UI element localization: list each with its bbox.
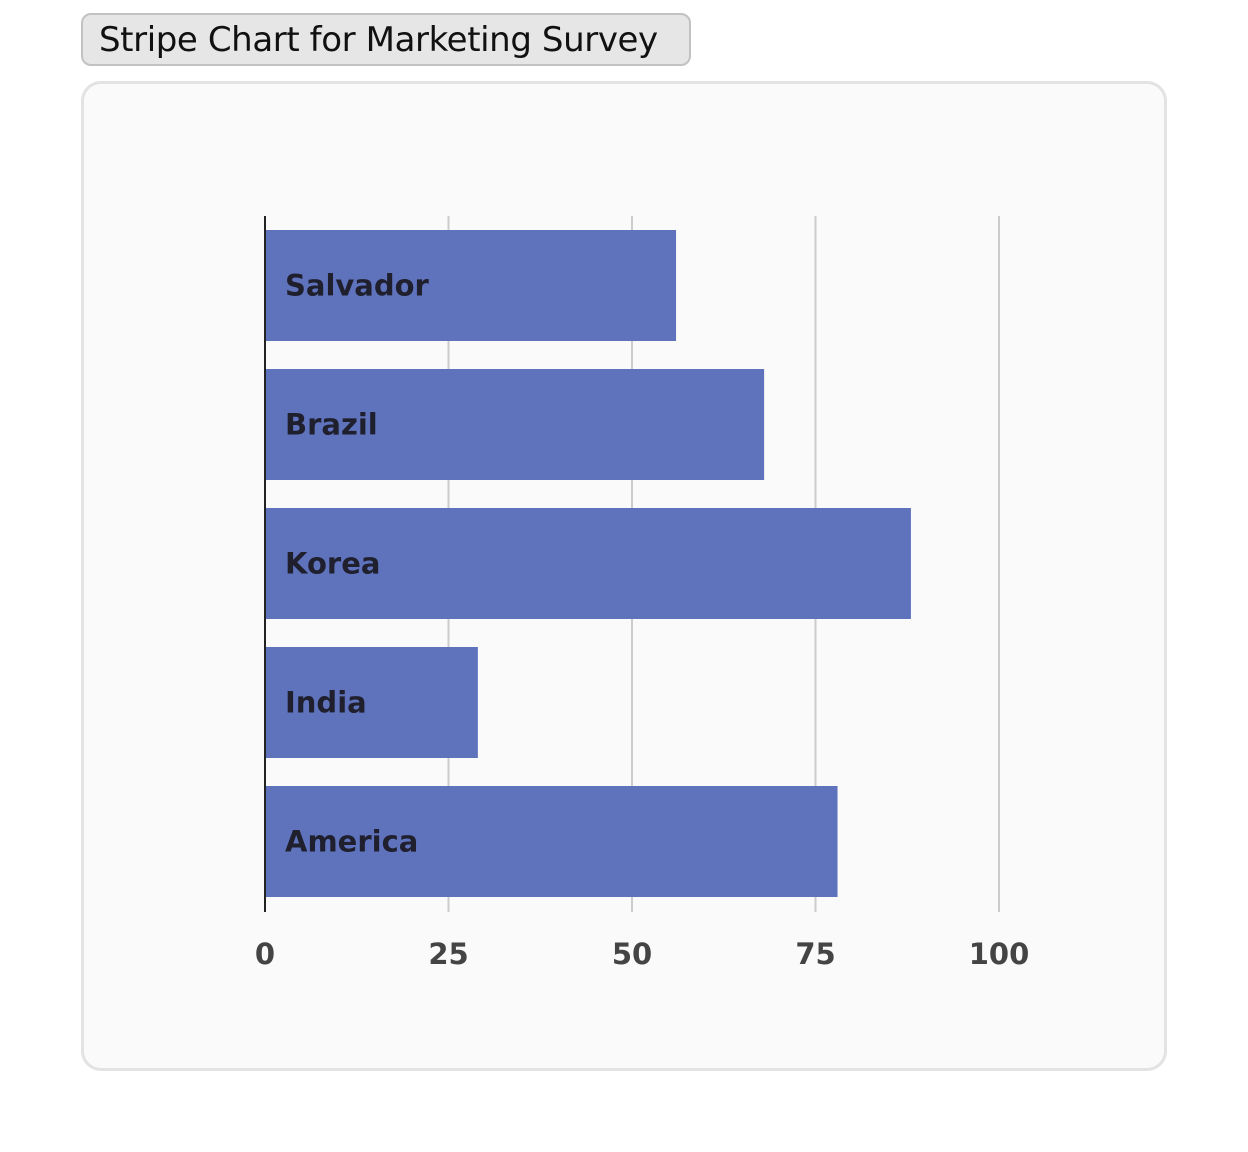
bar-label: Salvador <box>285 269 430 303</box>
x-tick-label: 100 <box>969 937 1030 971</box>
x-tick-label: 25 <box>428 937 468 971</box>
bar-india <box>265 647 478 758</box>
bar-label: America <box>285 825 418 859</box>
chart-title: Stripe Chart for Marketing Survey <box>99 19 658 60</box>
bar-label: India <box>285 686 367 720</box>
chart-panel: Salvador Brazil Korea India America 0 25 50 75 1… <box>81 81 1167 1071</box>
chart-title-box: Stripe Chart for Marketing Survey <box>81 13 691 66</box>
bar-label: Korea <box>285 547 380 581</box>
bar-label: Brazil <box>285 408 378 442</box>
bar-korea <box>265 508 911 619</box>
x-tick-label: 50 <box>612 937 652 971</box>
bars: Salvador Brazil Korea India America <box>265 230 911 897</box>
bar-brazil <box>265 369 765 480</box>
x-tick-label: 75 <box>795 937 835 971</box>
x-tick-labels: 0 25 50 75 100 <box>255 937 1029 971</box>
bar-chart: Salvador Brazil Korea India America 0 25 50 75 1… <box>255 216 1029 971</box>
x-tick-label: 0 <box>255 937 275 971</box>
bar-america <box>265 786 838 897</box>
bar-salvador <box>265 230 677 341</box>
